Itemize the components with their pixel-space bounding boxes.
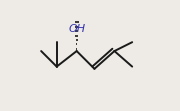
Text: OH: OH: [68, 24, 85, 34]
